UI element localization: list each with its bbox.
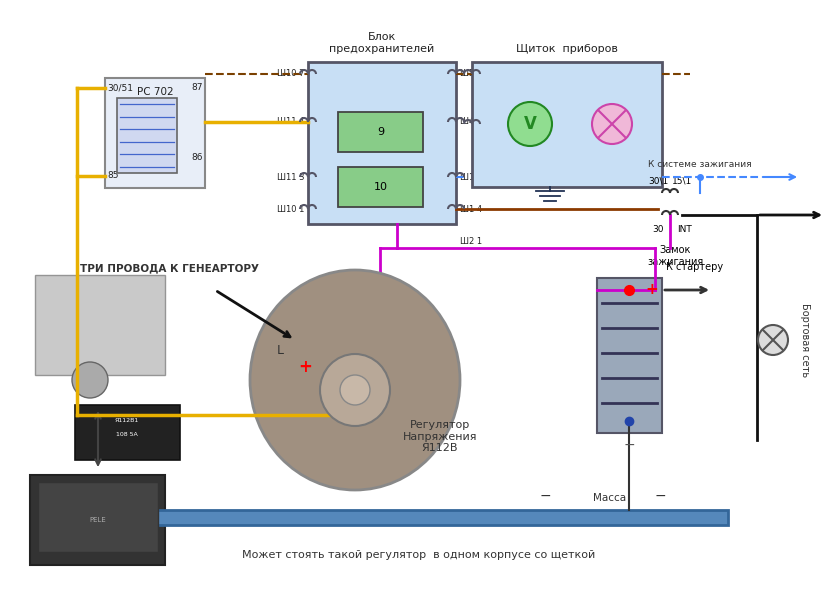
Bar <box>597 278 662 433</box>
Text: −: − <box>654 489 666 503</box>
Text: Щиток  приборов: Щиток приборов <box>516 44 618 54</box>
Text: Ш11 4: Ш11 4 <box>277 118 304 127</box>
Text: 10: 10 <box>374 182 388 192</box>
Text: L: L <box>277 343 283 356</box>
Text: Ш2 1: Ш2 1 <box>460 238 482 247</box>
Text: 86: 86 <box>192 153 203 162</box>
Text: Масса: Масса <box>593 493 627 503</box>
Text: Замок
зажигания: Замок зажигания <box>647 245 703 267</box>
Text: РС 702: РС 702 <box>137 87 173 97</box>
Bar <box>30 475 165 565</box>
Text: 30: 30 <box>652 225 664 234</box>
Text: Ш4 1: Ш4 1 <box>460 118 482 127</box>
Text: Ш1 5: Ш1 5 <box>460 173 482 181</box>
Ellipse shape <box>340 375 370 405</box>
Text: −: − <box>539 489 551 503</box>
Text: 87: 87 <box>192 84 203 93</box>
Ellipse shape <box>250 270 460 490</box>
Circle shape <box>758 325 788 355</box>
Text: 15\1: 15\1 <box>672 176 692 185</box>
Text: 9: 9 <box>377 127 385 137</box>
Circle shape <box>508 102 552 146</box>
Text: 108 5A: 108 5A <box>116 432 138 438</box>
Text: 30/51: 30/51 <box>107 84 133 93</box>
Bar <box>75 405 180 460</box>
Text: INT: INT <box>676 225 691 234</box>
Circle shape <box>592 104 632 144</box>
Text: Ш5 3: Ш5 3 <box>460 69 482 78</box>
Text: Может стоять такой регулятор  в одном корпусе со щеткой: Может стоять такой регулятор в одном кор… <box>242 550 596 560</box>
Text: Ш1 4: Ш1 4 <box>460 205 482 214</box>
Text: PELE: PELE <box>90 517 106 523</box>
Bar <box>35 275 165 375</box>
Text: 30\1: 30\1 <box>648 176 668 185</box>
Text: К системе зажигания: К системе зажигания <box>648 160 752 169</box>
Circle shape <box>72 362 108 398</box>
Bar <box>78 510 728 525</box>
Text: Ш11 3: Ш11 3 <box>277 173 304 181</box>
Bar <box>105 78 205 188</box>
Bar <box>338 167 423 207</box>
Bar <box>308 62 456 224</box>
Text: К стартеру: К стартеру <box>666 262 723 272</box>
Text: Регулятор
Напряжения
Я112В: Регулятор Напряжения Я112В <box>403 420 478 453</box>
Text: Бортовая сеть: Бортовая сеть <box>800 303 810 377</box>
Text: Ш10 7: Ш10 7 <box>277 69 304 78</box>
Text: +: + <box>298 358 312 376</box>
Text: +: + <box>645 282 658 297</box>
Bar <box>472 62 662 187</box>
Text: Я112В1: Я112В1 <box>115 417 139 423</box>
Text: −: − <box>623 438 635 452</box>
Bar <box>117 98 177 173</box>
Bar <box>38 482 158 552</box>
Text: ТРИ ПРОВОДА К ГЕНЕАРТОРУ: ТРИ ПРОВОДА К ГЕНЕАРТОРУ <box>80 263 259 273</box>
Text: Блок
предохранителей: Блок предохранителей <box>329 32 435 54</box>
Text: V: V <box>524 115 536 133</box>
Ellipse shape <box>320 354 390 426</box>
Text: Ш10 1: Ш10 1 <box>277 205 304 214</box>
Bar <box>338 112 423 152</box>
Text: 85: 85 <box>107 171 118 180</box>
